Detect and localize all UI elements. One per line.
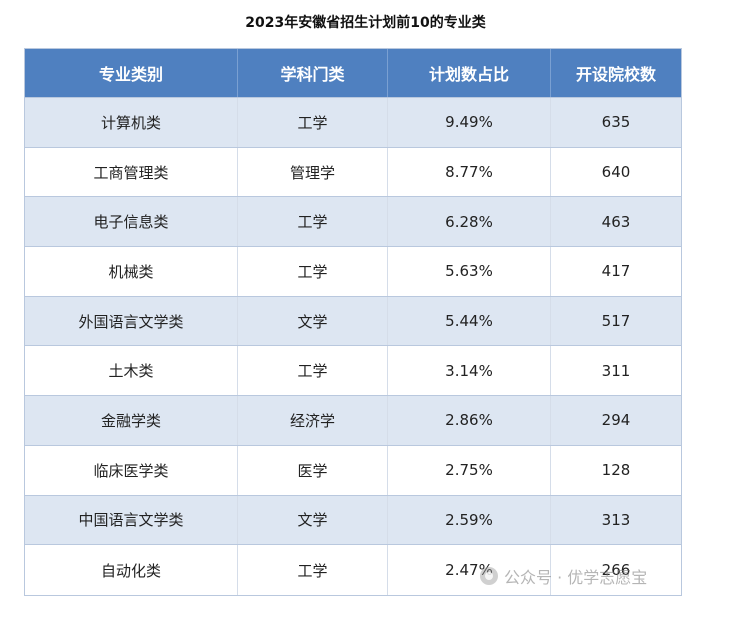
table-row: 外国语言文学类 文学 5.44% 517	[25, 296, 681, 347]
cell-school-count: 266	[601, 561, 631, 580]
cell-discipline: 工学	[238, 98, 388, 147]
cell-school-count: 128	[601, 461, 631, 480]
cell-major-category: 外国语言文学类	[25, 296, 238, 346]
table-title: 2023年安徽省招生计划前10的专业类	[245, 15, 486, 31]
cell-major-category: 机械类	[25, 247, 238, 296]
cell-school-count: 294	[601, 411, 631, 430]
cell-major-category: 工商管理类	[25, 147, 238, 197]
cell-school-count: 640	[601, 163, 631, 182]
table-row: 土木类 工学 3.14% 311	[25, 346, 681, 397]
table-row: 电子信息类 工学 6.28% 463	[25, 197, 681, 248]
cell-major-category: 中国语言文学类	[25, 495, 238, 545]
cell-plan-ratio: 5.44%	[388, 296, 551, 346]
watermark: 公众号 · 优学志愿宝	[480, 564, 647, 588]
cell-plan-ratio: 2.75%	[388, 445, 551, 495]
cell-plan-ratio: 3.14%	[388, 346, 551, 396]
cell-plan-ratio: 2.86%	[388, 396, 551, 445]
cell-school-count: 635	[601, 113, 631, 132]
cell-discipline: 工学	[238, 247, 388, 296]
cell-discipline: 文学	[238, 296, 388, 346]
cell-discipline: 医学	[238, 445, 388, 495]
cell-plan-ratio: 2.47%	[388, 545, 551, 595]
table-header-row: 专业类别 学科门类 计划数占比 开设院校数	[25, 49, 681, 98]
header-plan-ratio: 计划数占比	[388, 49, 551, 97]
table-row: 自动化类 工学 2.47% 266	[25, 545, 681, 595]
table-row: 中国语言文学类 文学 2.59% 313	[25, 495, 681, 546]
cell-discipline: 工学	[238, 346, 388, 396]
header-school-count: 开设院校数	[575, 65, 656, 84]
cell-plan-ratio: 6.28%	[388, 197, 551, 247]
cell-major-category: 金融学类	[25, 396, 238, 445]
major-table: 专业类别 学科门类 计划数占比 开设院校数 计算机类 工学 9.49% 635 …	[24, 48, 682, 596]
header-discipline: 学科门类	[238, 49, 388, 97]
cell-major-category: 土木类	[25, 346, 238, 396]
cell-discipline: 管理学	[238, 147, 388, 197]
cell-discipline: 文学	[238, 495, 388, 545]
cell-plan-ratio: 5.63%	[388, 247, 551, 296]
table-row: 机械类 工学 5.63% 417	[25, 247, 681, 297]
cell-discipline: 工学	[238, 197, 388, 247]
watermark-text: 公众号 · 优学志愿宝	[504, 568, 648, 587]
cell-school-count: 517	[601, 312, 631, 331]
cell-plan-ratio: 2.59%	[388, 495, 551, 545]
table-row: 工商管理类 管理学 8.77% 640	[25, 147, 681, 198]
cell-major-category: 临床医学类	[25, 445, 238, 495]
cell-school-count: 313	[601, 510, 631, 529]
cell-major-category: 电子信息类	[25, 197, 238, 247]
table-row: 临床医学类 医学 2.75% 128	[25, 445, 681, 496]
cell-school-count: 417	[601, 262, 631, 281]
cell-school-count: 463	[601, 212, 631, 231]
table-row: 金融学类 经济学 2.86% 294	[25, 396, 681, 446]
cell-plan-ratio: 9.49%	[388, 98, 551, 147]
wechat-channel-icon	[480, 567, 498, 585]
cell-major-category: 计算机类	[25, 98, 238, 147]
header-major-category: 专业类别	[25, 49, 238, 97]
table-row: 计算机类 工学 9.49% 635	[25, 98, 681, 148]
cell-plan-ratio: 8.77%	[388, 147, 551, 197]
cell-major-category: 自动化类	[25, 545, 238, 595]
cell-school-count: 311	[601, 361, 631, 380]
cell-discipline: 经济学	[238, 396, 388, 445]
cell-discipline: 工学	[238, 545, 388, 595]
